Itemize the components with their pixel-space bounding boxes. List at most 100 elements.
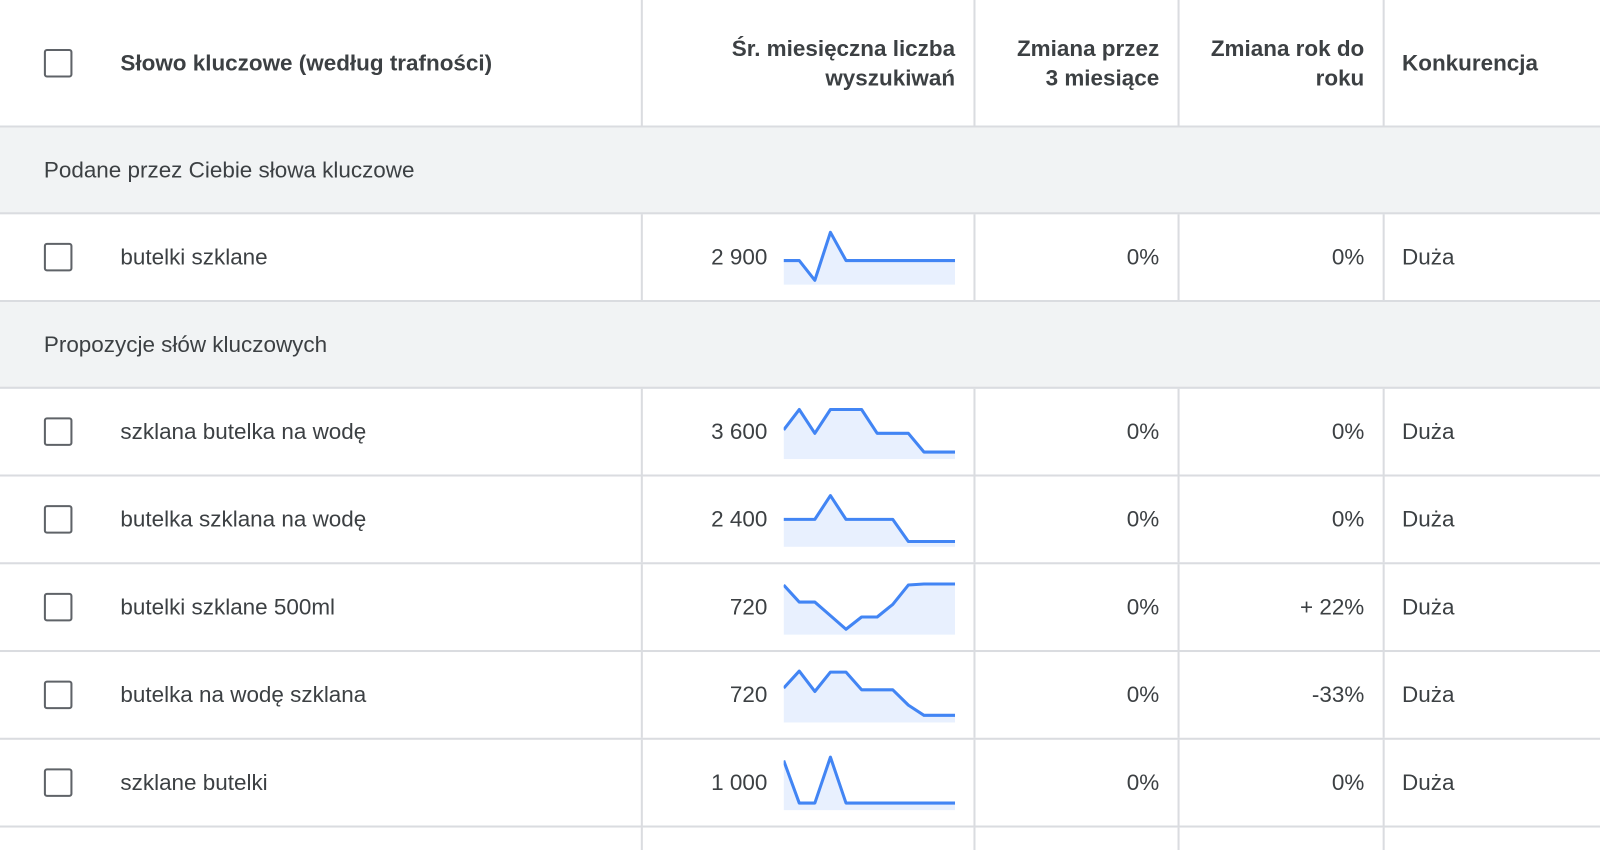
- filler-cell: [1177, 827, 1383, 850]
- sparkline-area: [783, 232, 956, 285]
- yoy-change-value: 0%: [1331, 769, 1365, 795]
- select-all-checkbox[interactable]: [43, 48, 73, 78]
- three-month-change-cell: 0%: [973, 388, 1177, 475]
- avg-searches-value: 2 400: [711, 506, 768, 532]
- group-header: Podane przez Ciebie słowa kluczowe: [0, 127, 1600, 215]
- keyword-cell: butelki szklane 500ml: [0, 564, 641, 650]
- header-yoy-change[interactable]: Zmiana rok do roku: [1177, 0, 1383, 126]
- avg-searches-value: 720: [729, 681, 768, 708]
- avg-searches-value: 3 600: [711, 418, 768, 444]
- table-body: Podane przez Ciebie słowa kluczowe butelk…: [0, 127, 1600, 828]
- header-avg-searches[interactable]: Śr. miesięczna liczba wyszukiwań: [640, 0, 974, 126]
- group-header: Propozycje słów kluczowych: [0, 302, 1600, 389]
- trend-sparkline[interactable]: [783, 667, 956, 723]
- header-avg-line2: wyszukiwań: [825, 64, 956, 91]
- yoy-change-cell: -33%: [1177, 652, 1383, 738]
- trend-sparkline[interactable]: [783, 580, 956, 635]
- header-3m-line1: Zmiana przez: [1016, 35, 1160, 61]
- competition-value: Duża: [1402, 593, 1455, 620]
- row-checkbox[interactable]: [43, 680, 73, 710]
- competition-value: Duża: [1402, 243, 1455, 270]
- three-month-change-cell: 0%: [973, 739, 1177, 826]
- avg-searches-cell: 1 000: [640, 739, 974, 826]
- filler-cell: [0, 828, 641, 850]
- trend-sparkline[interactable]: [783, 404, 956, 460]
- row-checkbox[interactable]: [43, 242, 73, 272]
- competition-value: Duża: [1402, 769, 1455, 795]
- competition-cell: Duża: [1382, 564, 1600, 650]
- table-row: butelki szklane 2 900 0% 0% Duża: [0, 214, 1600, 303]
- competition-value: Duża: [1402, 681, 1455, 708]
- filler-cell: [640, 827, 974, 850]
- three-month-change-value: 0%: [1126, 769, 1160, 795]
- yoy-change-value: 0%: [1331, 418, 1365, 444]
- three-month-change-cell: 0%: [973, 564, 1177, 650]
- yoy-change-value: 0%: [1331, 506, 1365, 532]
- sparkline-line: [783, 494, 956, 544]
- keyword-cell: butelka na wodę szklana: [0, 652, 641, 738]
- yoy-change-value: -33%: [1311, 681, 1365, 708]
- avg-searches-cell: 720: [640, 652, 974, 738]
- three-month-change-cell: 0%: [973, 652, 1177, 738]
- keyword-text: butelka szklana na wodę: [120, 506, 367, 532]
- keyword-text: butelka na wodę szklana: [120, 681, 367, 708]
- trend-sparkline[interactable]: [783, 230, 956, 285]
- filler-cell: [1382, 827, 1600, 850]
- table-row: szklane butelki 1 000 0% 0% Duża: [0, 739, 1600, 828]
- sparkline-line: [783, 407, 956, 454]
- keyword-cell: szklane butelki: [0, 740, 641, 826]
- row-checkbox[interactable]: [43, 592, 73, 622]
- sparkline-line: [783, 755, 956, 805]
- group-label: Propozycje słów kluczowych: [43, 331, 328, 357]
- competition-cell: Duża: [1382, 214, 1600, 300]
- three-month-change-value: 0%: [1126, 681, 1160, 708]
- sparkline-area: [783, 409, 956, 460]
- competition-cell: Duża: [1382, 476, 1600, 563]
- yoy-change-cell: 0%: [1177, 476, 1383, 563]
- sparkline-line: [783, 230, 956, 282]
- header-3m-line2: 3 miesiące: [1045, 64, 1160, 91]
- keyword-cell: butelka szklana na wodę: [0, 477, 641, 563]
- header-yoy-line1: Zmiana rok do: [1210, 35, 1365, 61]
- table-row: butelka szklana na wodę 2 400 0% 0% Duża: [0, 476, 1600, 565]
- sparkline-line: [783, 669, 956, 717]
- avg-searches-cell: 2 400: [640, 476, 974, 563]
- avg-searches-value: 720: [729, 593, 768, 620]
- table-row: butelki szklane 500ml 720 0% + 22% Duża: [0, 564, 1600, 653]
- trend-sparkline[interactable]: [783, 755, 956, 811]
- header-competition-label: Konkurencja: [1402, 49, 1539, 75]
- competition-cell: Duża: [1382, 652, 1600, 738]
- three-month-change-cell: 0%: [973, 476, 1177, 563]
- avg-searches-value: 1 000: [711, 769, 768, 795]
- row-checkbox[interactable]: [43, 417, 73, 446]
- yoy-change-value: 0%: [1331, 243, 1365, 270]
- yoy-change-cell: 0%: [1177, 739, 1383, 826]
- three-month-change-value: 0%: [1126, 593, 1160, 620]
- three-month-change-value: 0%: [1126, 243, 1160, 270]
- header-yoy-line2: roku: [1315, 64, 1365, 91]
- yoy-change-cell: + 22%: [1177, 564, 1383, 650]
- row-checkbox[interactable]: [43, 505, 73, 534]
- avg-searches-cell: 720: [640, 564, 974, 650]
- table-row: szklana butelka na wodę 3 600 0% 0% Duża: [0, 388, 1600, 477]
- row-checkbox[interactable]: [43, 768, 73, 797]
- trend-sparkline[interactable]: [783, 492, 956, 547]
- filler-cell: [973, 827, 1177, 850]
- three-month-change-value: 0%: [1126, 418, 1160, 444]
- table-row: butelka na wodę szklana 720 0% -33% Duża: [0, 652, 1600, 740]
- yoy-change-value: + 22%: [1299, 593, 1365, 620]
- keyword-cell: szklana butelka na wodę: [0, 389, 641, 475]
- header-competition[interactable]: Konkurencja: [1382, 0, 1600, 126]
- header-keyword-cell: Słowo kluczowe (według trafności): [0, 0, 641, 126]
- header-avg-line1: Śr. miesięczna liczba: [731, 35, 956, 61]
- group-label: Podane przez Ciebie słowa kluczowe: [43, 156, 415, 183]
- sparkline-area: [783, 671, 956, 723]
- table-header: Słowo kluczowe (według trafności) Śr. mi…: [0, 0, 1600, 128]
- three-month-change-cell: 0%: [973, 214, 1177, 300]
- avg-searches-cell: 2 900: [640, 214, 974, 300]
- keyword-text: butelki szklane 500ml: [120, 593, 336, 620]
- header-keyword[interactable]: Słowo kluczowe (według trafności): [120, 49, 493, 75]
- header-three-month-change[interactable]: Zmiana przez 3 miesiące: [973, 0, 1177, 126]
- yoy-change-cell: 0%: [1177, 388, 1383, 475]
